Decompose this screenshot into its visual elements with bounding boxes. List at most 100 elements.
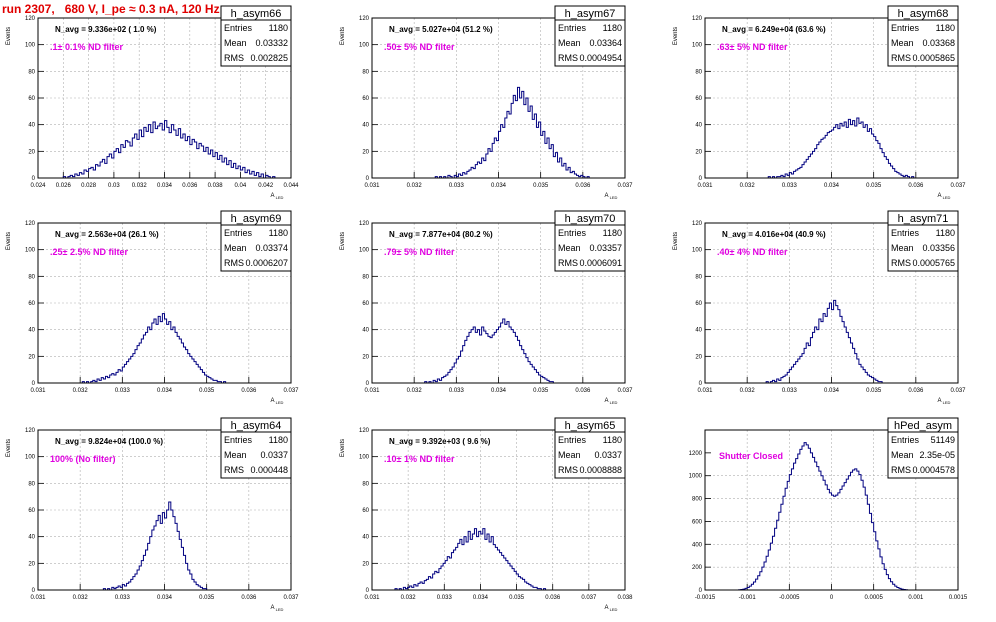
stats-label: RMS bbox=[224, 258, 244, 268]
x-tick-label: 0.035 bbox=[866, 388, 882, 394]
x-tick-label: 0.03 bbox=[108, 183, 120, 189]
stats-label: Entries bbox=[891, 23, 920, 33]
y-tick-label: 120 bbox=[359, 428, 370, 434]
n-avg-label: N_avg = 5.027e+04 (51.2 %) bbox=[389, 25, 493, 34]
x-tick-label: 0.031 bbox=[364, 388, 380, 394]
y-tick-label: 0 bbox=[366, 381, 370, 387]
stats-value: 0.0006207 bbox=[245, 258, 288, 268]
stats-label: RMS bbox=[891, 465, 911, 475]
y-tick-label: 20 bbox=[28, 561, 35, 567]
stats-box bbox=[554, 210, 626, 272]
y-tick-label: 20 bbox=[28, 149, 35, 155]
y-tick-label: 100 bbox=[25, 43, 36, 49]
x-tick-label: 0.037 bbox=[617, 388, 633, 394]
stats-value: 0.0337 bbox=[260, 450, 288, 460]
x-axis-title: A LED bbox=[271, 398, 284, 405]
stats-label: RMS bbox=[558, 53, 578, 63]
x-axis-title: A LED bbox=[938, 398, 951, 405]
histogram-hPed_asym bbox=[705, 442, 958, 591]
x-tick-label: 0.032 bbox=[132, 183, 148, 189]
stats-label: Entries bbox=[224, 23, 253, 33]
x-tick-label: 0.032 bbox=[740, 388, 756, 394]
x-tick-label: 0.033 bbox=[449, 388, 465, 394]
stats-box bbox=[887, 210, 959, 272]
x-tick-label: 0.036 bbox=[241, 388, 257, 394]
stats-box bbox=[220, 210, 292, 272]
filter-label: .10± 1% ND filter bbox=[384, 454, 455, 464]
stats-label: RMS bbox=[891, 53, 911, 63]
stats-label: Mean bbox=[224, 243, 247, 253]
x-tick-label: 0.026 bbox=[56, 183, 72, 189]
y-axis-title: Events bbox=[340, 27, 346, 45]
stats-label: Entries bbox=[558, 228, 587, 238]
stats-label: Entries bbox=[891, 435, 920, 445]
y-tick-label: 60 bbox=[28, 301, 35, 307]
stats-title: h_asym68 bbox=[898, 8, 949, 20]
stats-value: 1180 bbox=[603, 23, 622, 33]
y-tick-label: 1200 bbox=[689, 451, 703, 457]
stats-label: RMS bbox=[891, 258, 911, 268]
x-tick-label: 0.031 bbox=[364, 183, 380, 189]
stats-value: 0.0008888 bbox=[579, 465, 622, 475]
y-axis-title: Events bbox=[673, 232, 679, 250]
x-tick-label: 0.001 bbox=[908, 595, 924, 601]
y-tick-label: 0 bbox=[32, 381, 36, 387]
y-tick-label: 120 bbox=[359, 16, 370, 22]
stats-value: 0.03356 bbox=[922, 243, 955, 253]
x-tick-label: 0.031 bbox=[30, 595, 46, 601]
x-tick-label: 0.037 bbox=[283, 595, 299, 601]
stats-box bbox=[220, 5, 292, 67]
stats-label: Mean bbox=[558, 450, 581, 460]
y-axis-title: Events bbox=[340, 232, 346, 250]
stats-value: 0.03368 bbox=[922, 38, 955, 48]
stats-value: 0.0005765 bbox=[912, 258, 955, 268]
x-tick-label: 0 bbox=[830, 595, 834, 601]
histogram-h_asym68 bbox=[705, 117, 958, 179]
x-axis-title: A LED bbox=[605, 193, 618, 200]
x-tick-label: 0.033 bbox=[782, 183, 798, 189]
x-tick-label: -0.0015 bbox=[695, 595, 716, 601]
y-tick-label: 80 bbox=[28, 274, 35, 280]
y-tick-label: 20 bbox=[362, 149, 369, 155]
n-avg-label: N_avg = 7.877e+04 (80.2 %) bbox=[389, 230, 493, 239]
x-tick-label: 0.033 bbox=[115, 595, 131, 601]
stats-value: 1180 bbox=[603, 435, 622, 445]
x-tick-label: 0.037 bbox=[283, 388, 299, 394]
stats-title: h_asym71 bbox=[898, 213, 949, 225]
stats-value: 51149 bbox=[931, 435, 955, 445]
y-tick-label: 0 bbox=[366, 176, 370, 182]
x-tick-label: 0.028 bbox=[81, 183, 97, 189]
n-avg-label: N_avg = 9.336e+02 ( 1.0 %) bbox=[55, 25, 157, 34]
stats-value: 0.03374 bbox=[255, 243, 288, 253]
x-tick-label: 0.032 bbox=[407, 183, 423, 189]
stats-title: h_asym70 bbox=[565, 213, 616, 225]
stats-value: 2.35e-05 bbox=[919, 450, 955, 460]
x-tick-label: 0.035 bbox=[509, 595, 525, 601]
stats-label: Mean bbox=[224, 450, 247, 460]
stats-title: h_asym65 bbox=[565, 420, 616, 432]
x-tick-label: 0.034 bbox=[157, 183, 173, 189]
x-tick-label: 0.031 bbox=[30, 388, 46, 394]
x-tick-label: 0.035 bbox=[199, 595, 215, 601]
y-tick-label: 60 bbox=[362, 508, 369, 514]
y-tick-label: 100 bbox=[692, 248, 703, 254]
y-tick-label: 20 bbox=[695, 149, 702, 155]
y-tick-label: 60 bbox=[695, 96, 702, 102]
y-tick-label: 80 bbox=[695, 69, 702, 75]
x-tick-label: 0.036 bbox=[241, 595, 257, 601]
x-tick-label: 0.032 bbox=[73, 595, 89, 601]
y-tick-label: 20 bbox=[28, 354, 35, 360]
filter-label: .25± 2.5% ND filter bbox=[50, 247, 128, 257]
stats-box bbox=[220, 417, 292, 479]
y-tick-label: 80 bbox=[695, 274, 702, 280]
x-tick-label: 0.034 bbox=[491, 183, 507, 189]
y-tick-label: 100 bbox=[25, 455, 36, 461]
stats-value: 0.000448 bbox=[250, 465, 288, 475]
y-tick-label: 120 bbox=[692, 16, 703, 22]
stats-label: Mean bbox=[891, 38, 914, 48]
y-tick-label: 40 bbox=[28, 535, 35, 541]
y-tick-label: 100 bbox=[359, 248, 370, 254]
x-tick-label: 0.024 bbox=[30, 183, 46, 189]
x-tick-label: 0.035 bbox=[533, 183, 549, 189]
plot-frame bbox=[37, 429, 292, 591]
